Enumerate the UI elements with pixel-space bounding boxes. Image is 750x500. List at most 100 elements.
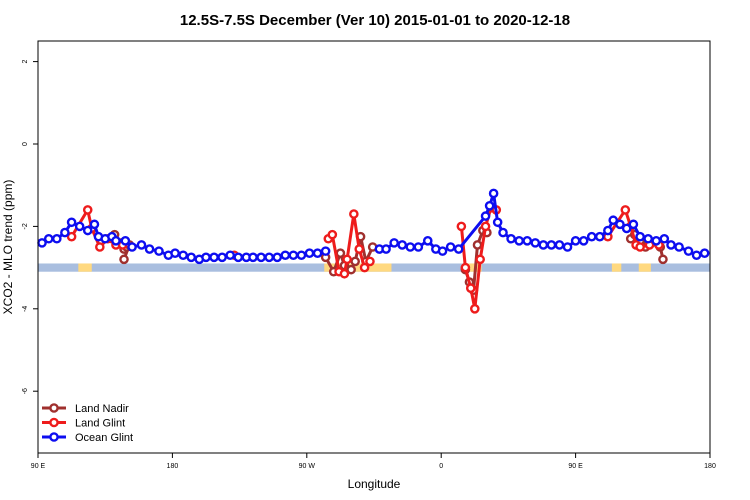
data-point <box>522 236 533 246</box>
data-point <box>280 250 291 261</box>
data-point <box>666 240 676 250</box>
data-point <box>127 242 137 252</box>
data-point <box>615 219 625 230</box>
y-tick-label: -2 <box>22 223 29 229</box>
data-point <box>82 205 93 215</box>
data-point <box>66 231 77 242</box>
land-band-segment <box>638 263 651 272</box>
data-point <box>225 250 235 261</box>
data-point <box>506 233 516 244</box>
legend-label: Land Glint <box>75 418 125 430</box>
data-point <box>397 240 408 250</box>
legend-item: Land Glint <box>42 418 125 430</box>
land-band-segment <box>324 263 392 272</box>
data-point <box>659 233 670 244</box>
data-point <box>538 240 549 250</box>
data-point <box>170 248 180 258</box>
data-point <box>570 236 581 246</box>
data-point <box>530 238 541 248</box>
y-tick-label: 0 <box>22 142 29 146</box>
data-point <box>643 233 653 244</box>
legend: Land Nadir Land Glint Ocean Glint <box>42 403 133 444</box>
data-point <box>469 303 480 314</box>
data-point <box>651 236 662 246</box>
legend-swatch-marker <box>49 432 59 442</box>
data-point <box>635 231 645 242</box>
data-point <box>621 223 632 234</box>
data-point <box>603 225 613 236</box>
data-point <box>480 221 491 232</box>
data-point <box>52 233 62 244</box>
data-point <box>460 262 471 273</box>
data-point <box>628 219 639 230</box>
data-point <box>186 252 197 263</box>
data-point <box>296 250 307 261</box>
legend-swatch-marker <box>49 403 59 413</box>
data-point <box>691 250 702 261</box>
data-point <box>349 209 359 219</box>
x-axis-label: Longitude <box>348 477 401 491</box>
data-point <box>60 227 70 238</box>
data-point <box>480 211 491 221</box>
data-point <box>453 244 464 254</box>
data-point <box>248 252 258 263</box>
plot-frame <box>37 40 711 454</box>
data-point <box>475 254 485 265</box>
land-ocean-band <box>38 263 710 272</box>
data-point <box>82 225 93 236</box>
y-tick-label: -4 <box>22 306 29 312</box>
data-point <box>413 242 424 252</box>
data-point <box>635 242 645 252</box>
x-tick-label: 90 W <box>299 463 316 470</box>
data-point <box>389 238 399 248</box>
y-tick-label: 2 <box>22 60 29 64</box>
data-point <box>699 248 710 258</box>
data-point <box>578 236 589 246</box>
data-point <box>359 262 370 273</box>
data-point <box>492 217 503 228</box>
data-point <box>594 231 605 242</box>
data-point <box>354 244 365 254</box>
legend-item: Ocean Glint <box>42 432 133 444</box>
legend-item: Land Nadir <box>42 403 129 415</box>
data-point <box>514 236 524 246</box>
data-point <box>465 283 476 294</box>
data-point <box>437 246 448 256</box>
legend-label: Ocean Glint <box>75 432 133 444</box>
data-point <box>74 221 85 232</box>
data-point <box>95 242 105 252</box>
legend-swatch-marker <box>49 417 59 428</box>
data-point <box>209 252 219 263</box>
data-point <box>562 242 573 252</box>
x-tick-label: 90 E <box>568 463 583 470</box>
data-point <box>498 227 508 238</box>
x-tick-label: 90 E <box>31 463 46 470</box>
data-point <box>683 246 694 256</box>
land-band-segment <box>465 263 482 272</box>
data-point <box>312 248 323 258</box>
data-point <box>484 200 495 211</box>
data-point <box>120 236 131 246</box>
data-point <box>264 252 274 263</box>
data-point <box>111 236 121 246</box>
data-point <box>350 256 360 267</box>
data-point <box>288 250 299 261</box>
data-point <box>342 254 352 265</box>
data-point <box>272 252 283 263</box>
data-point <box>445 242 456 252</box>
x-tick-label: 180 <box>704 463 716 470</box>
land-band-segment <box>78 263 92 272</box>
data-point <box>154 246 164 256</box>
data-point <box>658 254 668 265</box>
data-point <box>327 229 338 240</box>
y-tick-label: -6 <box>22 388 29 394</box>
data-point <box>233 252 244 263</box>
data-point <box>66 217 77 228</box>
data-point <box>608 215 619 226</box>
data-point <box>381 244 391 254</box>
legend-label: Land Nadir <box>75 403 129 415</box>
data-point <box>422 236 433 246</box>
data-point <box>136 240 147 250</box>
data-point <box>365 256 375 267</box>
